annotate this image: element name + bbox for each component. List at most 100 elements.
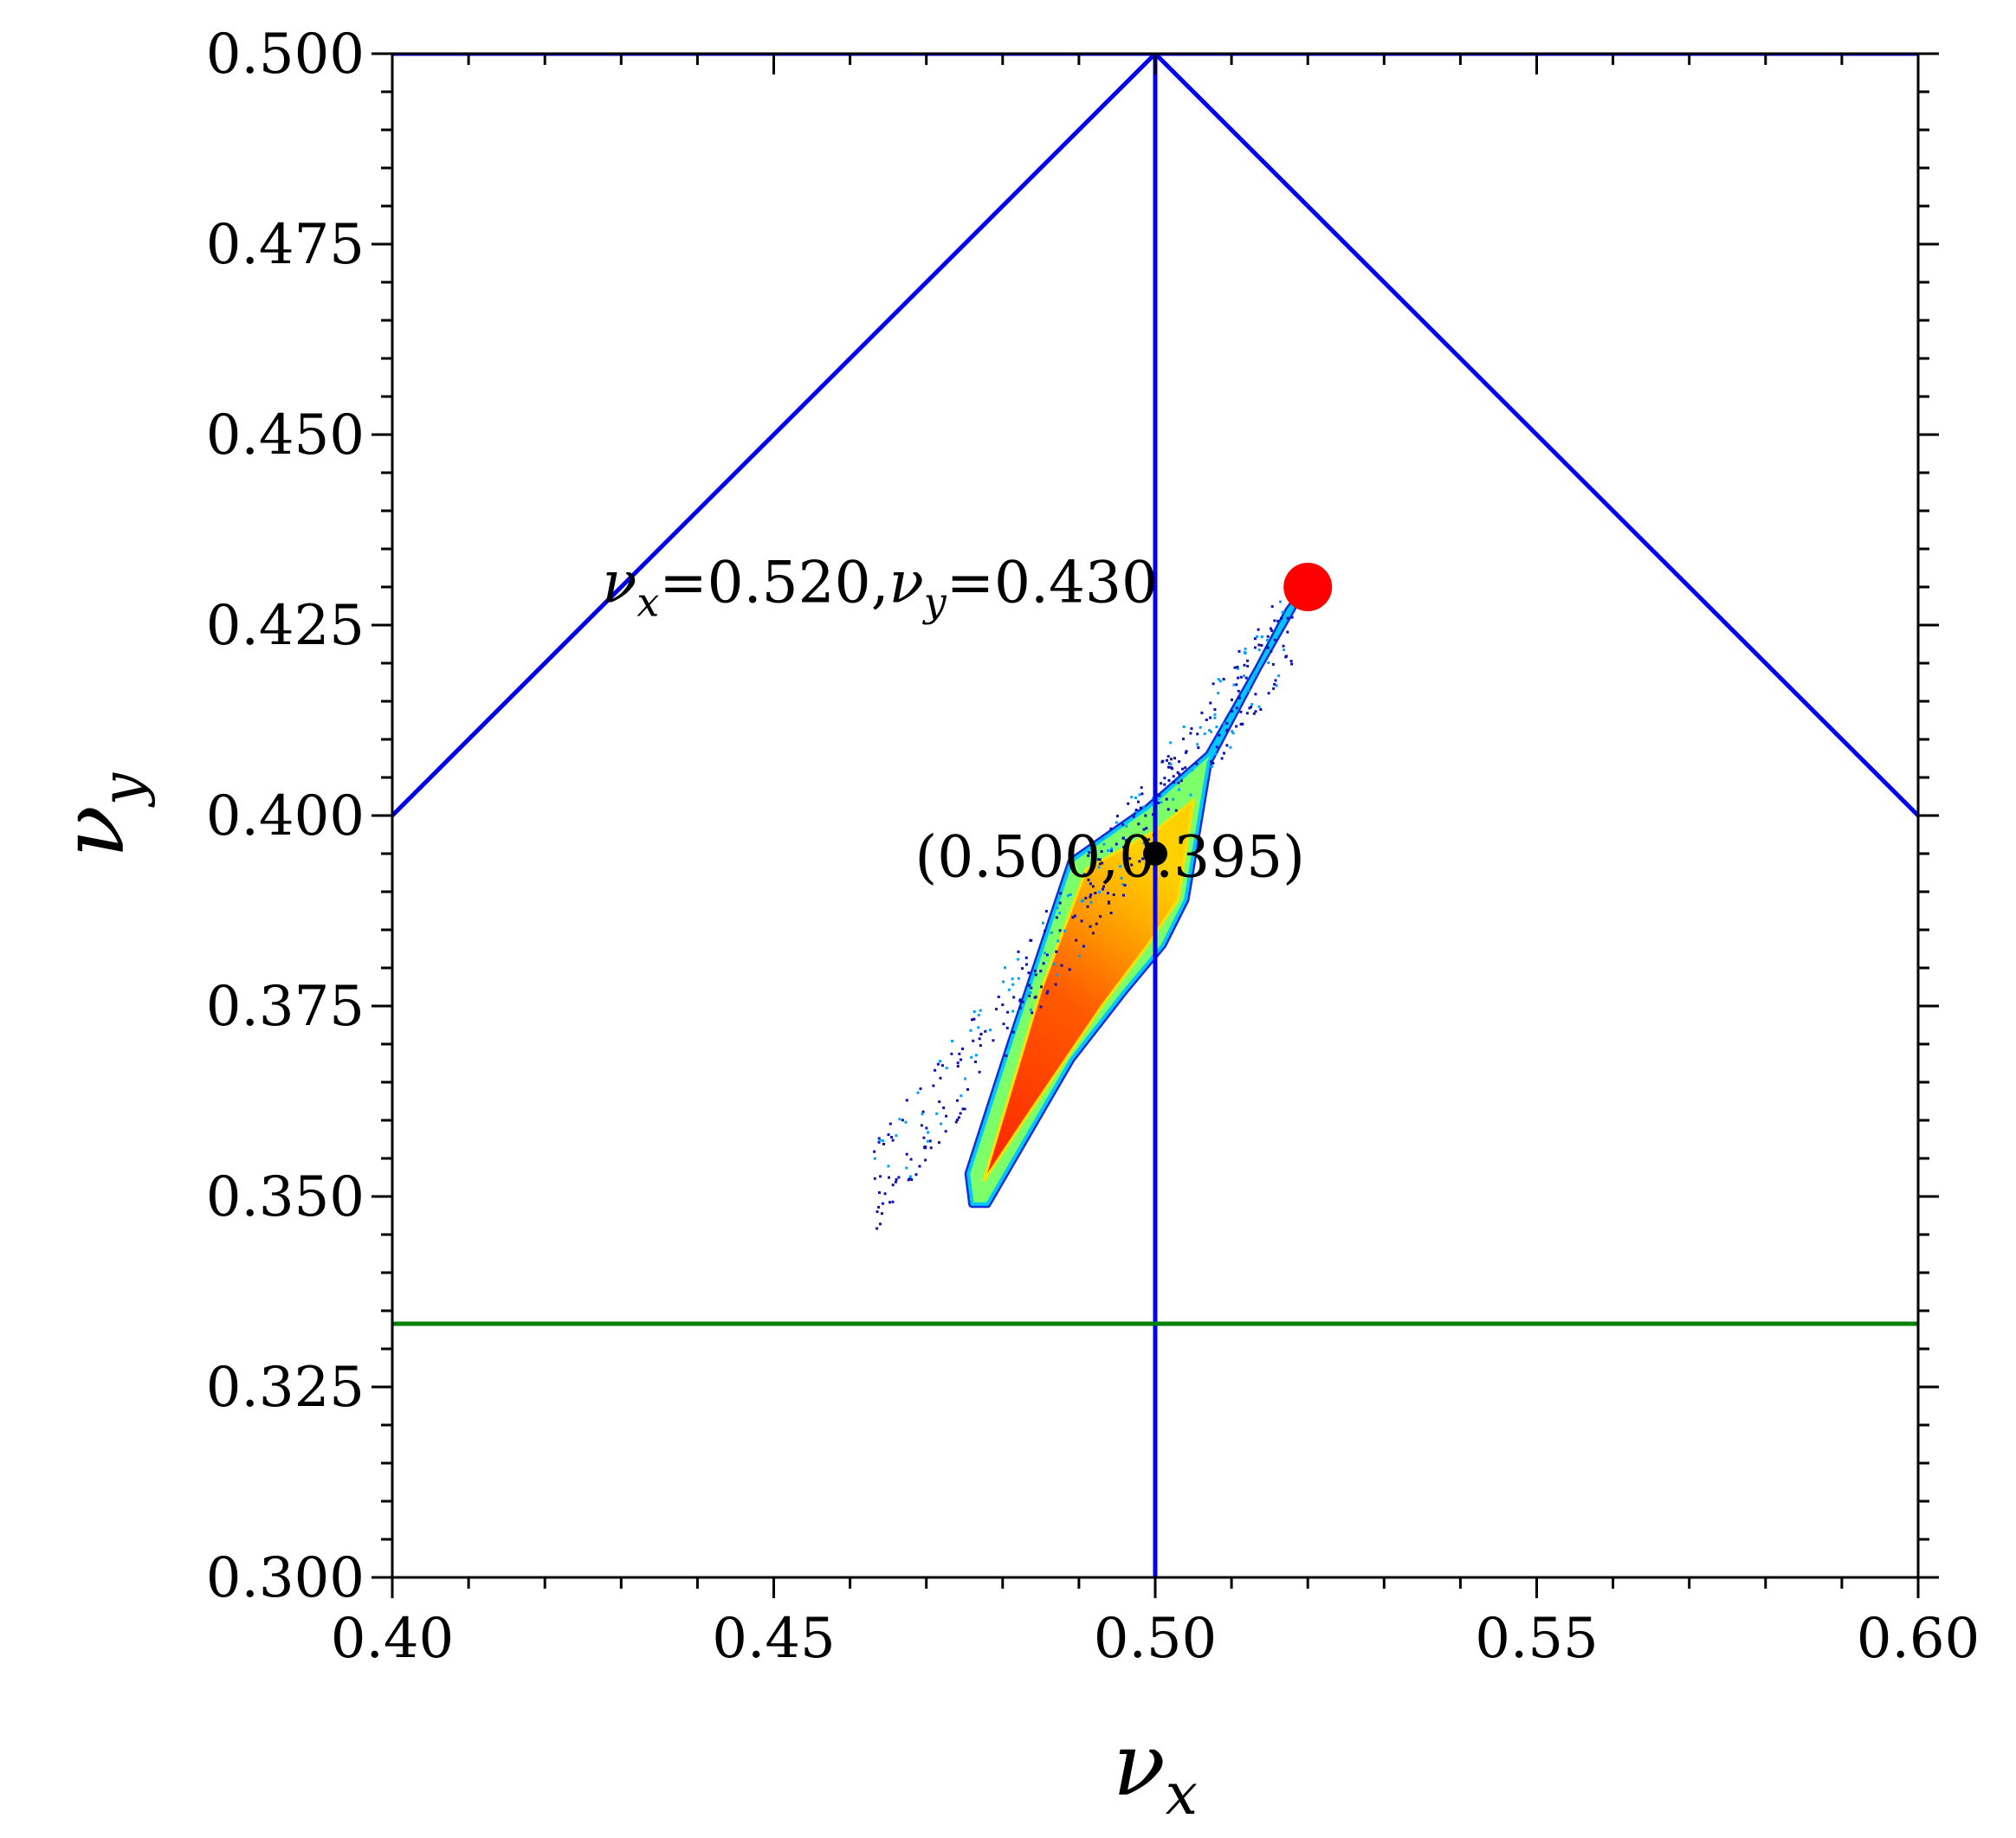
density-speckle: [960, 1058, 962, 1061]
density-speckle: [1137, 822, 1140, 826]
x-tick-label: 0.45: [712, 1607, 836, 1671]
density-speckle: [1141, 857, 1145, 861]
density-speckle: [1134, 796, 1137, 799]
density-speckle: [1225, 728, 1229, 732]
density-speckle: [963, 1107, 966, 1111]
density-speckle: [1270, 629, 1274, 632]
density-speckle: [1142, 805, 1146, 809]
density-speckle: [873, 1157, 876, 1160]
density-speckle: [921, 1112, 924, 1116]
density-speckle: [1239, 723, 1243, 726]
density-speckle: [928, 1139, 932, 1143]
density-speckle: [897, 1176, 901, 1179]
density-speckle: [908, 1177, 911, 1181]
density-speckle: [989, 1029, 992, 1032]
density-speckle: [977, 1026, 980, 1029]
density-speckle: [1034, 973, 1037, 977]
density-speckle: [1286, 616, 1289, 620]
density-speckle: [1254, 710, 1257, 713]
density-speckle: [914, 1173, 918, 1177]
density-speckle: [1265, 638, 1269, 642]
density-speckle: [1203, 732, 1206, 736]
x-tick-label: 0.55: [1475, 1607, 1599, 1671]
density-speckle: [879, 1175, 882, 1178]
density-speckle: [888, 1201, 891, 1204]
density-speckle: [1005, 1026, 1009, 1029]
density-speckle: [1134, 810, 1138, 814]
density-speckle: [1172, 797, 1175, 801]
density-speckle: [1283, 648, 1286, 652]
density-speckle: [957, 1116, 960, 1119]
density-speckle: [1208, 729, 1212, 732]
density-speckle: [887, 1133, 890, 1137]
density-speckle: [1171, 767, 1174, 771]
density-speckle: [1127, 802, 1130, 805]
density-speckle: [1040, 985, 1043, 989]
density-speckle: [878, 1138, 882, 1142]
density-speckle: [882, 1143, 885, 1145]
density-speckle: [1039, 970, 1043, 973]
density-speckle: [1056, 906, 1059, 910]
density-speckle: [1142, 828, 1146, 831]
density-speckle: [1190, 769, 1193, 771]
density-speckle: [1257, 648, 1261, 652]
density-speckle: [1237, 676, 1240, 680]
density-speckle: [1290, 616, 1294, 619]
density-speckle: [1158, 794, 1161, 797]
density-speckle: [1025, 963, 1028, 966]
density-speckle: [1007, 988, 1011, 991]
density-speckle: [1273, 619, 1276, 622]
density-speckle: [1042, 921, 1044, 925]
density-speckle: [1276, 619, 1280, 622]
density-speckle: [1246, 659, 1250, 662]
density-speckle: [1286, 630, 1289, 634]
density-speckle: [1091, 885, 1095, 888]
density-speckle: [1232, 683, 1236, 687]
x-axis-title: νx: [1113, 1714, 1198, 1828]
density-speckle: [921, 1110, 925, 1113]
y-tick-label: 0.325: [206, 1356, 365, 1420]
density-speckle: [961, 1048, 965, 1050]
density-speckle: [1250, 703, 1254, 706]
density-speckle: [1250, 706, 1253, 709]
density-speckle: [1236, 665, 1239, 668]
density-speckle: [1169, 763, 1173, 766]
density-speckle: [1196, 743, 1199, 746]
density-speckle: [1044, 929, 1047, 932]
density-speckle: [1052, 963, 1056, 966]
density-speckle: [1270, 605, 1274, 609]
density-speckle: [1004, 966, 1007, 970]
density-speckle: [974, 1054, 978, 1057]
density-speckle: [1205, 719, 1208, 721]
density-speckle: [1099, 915, 1102, 919]
density-speckle: [1116, 815, 1119, 818]
density-speckle: [974, 1061, 977, 1063]
density-speckle: [1132, 815, 1135, 818]
density-speckle: [1213, 713, 1217, 716]
density-speckle: [1257, 643, 1261, 647]
density-speckle: [1145, 827, 1148, 830]
density-speckle: [936, 1062, 940, 1066]
density-speckle: [1215, 726, 1218, 729]
density-speckle: [878, 1191, 881, 1194]
density-speckle: [891, 1183, 895, 1187]
density-speckle: [951, 1040, 954, 1042]
density-speckle: [1130, 863, 1134, 867]
center-label: (0.500,0.395): [914, 823, 1304, 890]
density-speckle: [1046, 990, 1050, 993]
density-speckle: [1138, 793, 1141, 796]
density-speckle: [1097, 866, 1101, 869]
density-speckle: [1056, 973, 1059, 977]
density-speckle: [1243, 663, 1246, 667]
density-speckle: [919, 1087, 922, 1091]
density-speckle: [1140, 792, 1144, 796]
density-speckle: [916, 1091, 920, 1094]
density-speckle: [1080, 900, 1083, 903]
density-speckle: [1269, 627, 1272, 630]
density-speckle: [1178, 760, 1181, 764]
density-speckle: [1222, 678, 1225, 680]
y-tick-label: 0.350: [206, 1165, 365, 1229]
density-speckle: [1173, 781, 1175, 784]
density-speckle: [1223, 751, 1225, 755]
